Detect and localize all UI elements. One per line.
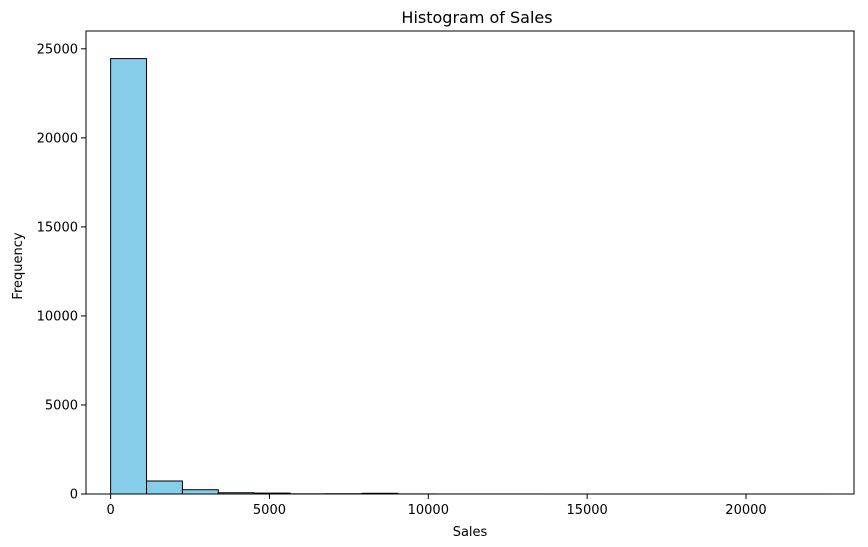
plot-frame — [85, 30, 855, 495]
y-tick-label: 25000 — [37, 42, 78, 57]
chart-title: Histogram of Sales — [401, 8, 552, 27]
y-tick-label: 5000 — [45, 398, 78, 413]
y-tick-label: 15000 — [37, 220, 78, 235]
histogram-bars — [110, 58, 830, 495]
y-tick-label: 10000 — [37, 309, 78, 324]
y-tick-label: 20000 — [37, 131, 78, 146]
y-axis-label: Frequency — [11, 232, 26, 299]
x-tick-label: 20000 — [725, 503, 766, 518]
histogram-bar — [110, 58, 148, 495]
x-tick-label: 10000 — [408, 503, 449, 518]
histogram-bar — [181, 489, 219, 495]
x-tick-label: 5000 — [253, 503, 286, 518]
y-tick-label: 0 — [70, 488, 78, 503]
x-axis-ticks: 0 5000 10000 15000 20000 — [106, 494, 767, 518]
histogram-bar — [146, 480, 183, 495]
x-tick-label: 0 — [106, 503, 114, 518]
y-axis-ticks: 0 5000 10000 15000 20000 25000 — [37, 42, 86, 503]
x-tick-label: 15000 — [566, 503, 607, 518]
x-axis-label: Sales — [453, 525, 488, 540]
